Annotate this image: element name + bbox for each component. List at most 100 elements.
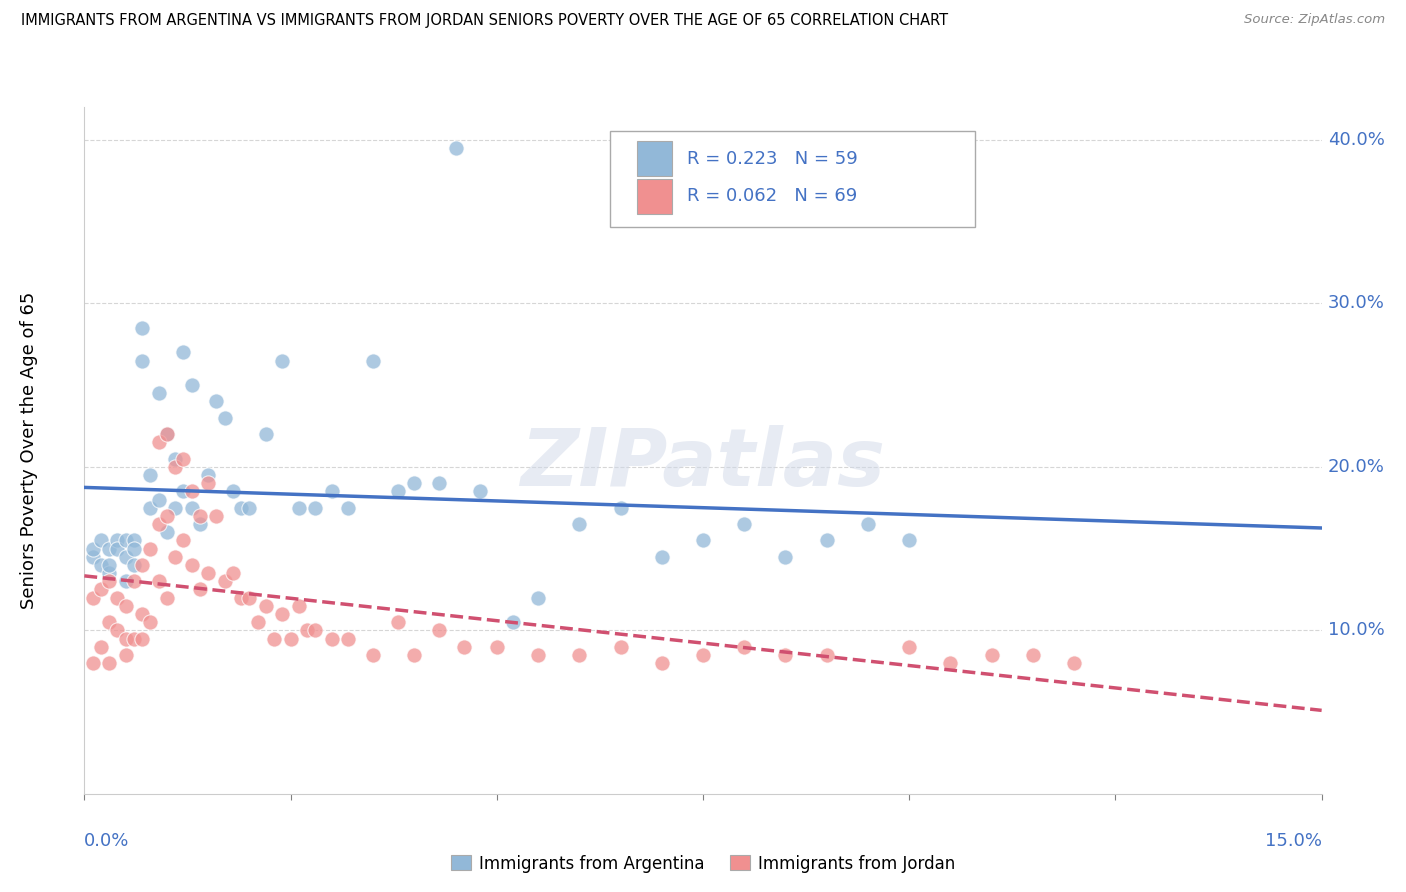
Text: R = 0.062   N = 69: R = 0.062 N = 69 [688, 187, 858, 205]
Point [651, 549, 673, 564]
Point [131, 607, 153, 621]
Point [229, 591, 252, 605]
Point [304, 500, 326, 515]
Point [427, 476, 450, 491]
Point [98, 541, 121, 556]
Point [156, 427, 179, 442]
Point [156, 508, 179, 523]
Point [775, 549, 797, 564]
Point [229, 500, 252, 515]
Point [387, 615, 409, 630]
FancyBboxPatch shape [637, 179, 672, 213]
Point [254, 599, 277, 613]
Point [114, 533, 136, 548]
FancyBboxPatch shape [610, 131, 976, 227]
Point [222, 484, 245, 499]
Point [131, 353, 153, 368]
Point [98, 566, 121, 580]
Point [775, 648, 797, 662]
Point [527, 591, 550, 605]
Point [197, 476, 219, 491]
Text: Seniors Poverty Over the Age of 65: Seniors Poverty Over the Age of 65 [20, 292, 38, 609]
Text: 10.0%: 10.0% [1327, 622, 1385, 640]
Text: 20.0%: 20.0% [1327, 458, 1385, 475]
Point [568, 648, 591, 662]
Point [337, 500, 360, 515]
Point [139, 467, 162, 482]
Point [651, 656, 673, 670]
Point [90, 558, 112, 572]
Point [122, 558, 145, 572]
Point [122, 533, 145, 548]
Point [90, 533, 112, 548]
Point [98, 656, 121, 670]
Point [165, 549, 187, 564]
Text: R = 0.223   N = 59: R = 0.223 N = 59 [688, 150, 858, 168]
Point [165, 451, 187, 466]
Point [898, 533, 921, 548]
Text: IMMIGRANTS FROM ARGENTINA VS IMMIGRANTS FROM JORDAN SENIORS POVERTY OVER THE AGE: IMMIGRANTS FROM ARGENTINA VS IMMIGRANTS … [21, 13, 948, 29]
Point [131, 632, 153, 646]
Point [692, 648, 714, 662]
Point [172, 345, 194, 359]
Point [156, 525, 179, 540]
Point [263, 632, 285, 646]
Point [568, 516, 591, 531]
Point [90, 640, 112, 654]
Point [148, 516, 170, 531]
Point [114, 549, 136, 564]
Text: 0.0%: 0.0% [84, 831, 129, 850]
Point [139, 500, 162, 515]
Point [82, 549, 104, 564]
Point [172, 451, 194, 466]
Point [139, 541, 162, 556]
FancyBboxPatch shape [637, 141, 672, 176]
Point [815, 533, 838, 548]
Point [188, 582, 211, 597]
Point [502, 615, 524, 630]
Point [156, 427, 179, 442]
Point [288, 500, 311, 515]
Point [387, 484, 409, 499]
Point [122, 574, 145, 589]
Point [122, 541, 145, 556]
Point [180, 558, 202, 572]
Point [131, 320, 153, 334]
Point [427, 624, 450, 638]
Point [321, 632, 343, 646]
Point [98, 558, 121, 572]
Point [180, 378, 202, 392]
Point [90, 582, 112, 597]
Point [404, 476, 426, 491]
Point [238, 500, 260, 515]
Point [254, 427, 277, 442]
Point [815, 648, 838, 662]
Point [205, 394, 228, 409]
Point [939, 656, 962, 670]
Point [148, 574, 170, 589]
Point [214, 410, 236, 425]
Point [361, 353, 384, 368]
Point [856, 516, 879, 531]
Point [172, 533, 194, 548]
Legend: Immigrants from Argentina, Immigrants from Jordan: Immigrants from Argentina, Immigrants fr… [444, 848, 962, 880]
Point [180, 484, 202, 499]
Point [246, 615, 269, 630]
Point [321, 484, 343, 499]
Point [139, 615, 162, 630]
Point [148, 386, 170, 401]
Point [197, 467, 219, 482]
Point [105, 624, 128, 638]
Point [148, 492, 170, 507]
Point [205, 508, 228, 523]
Point [82, 656, 104, 670]
Point [238, 591, 260, 605]
Point [453, 640, 475, 654]
Point [165, 459, 187, 474]
Point [82, 541, 104, 556]
Text: ZIPatlas: ZIPatlas [520, 425, 886, 503]
Point [609, 500, 631, 515]
Point [98, 615, 121, 630]
Point [172, 484, 194, 499]
Point [148, 435, 170, 450]
